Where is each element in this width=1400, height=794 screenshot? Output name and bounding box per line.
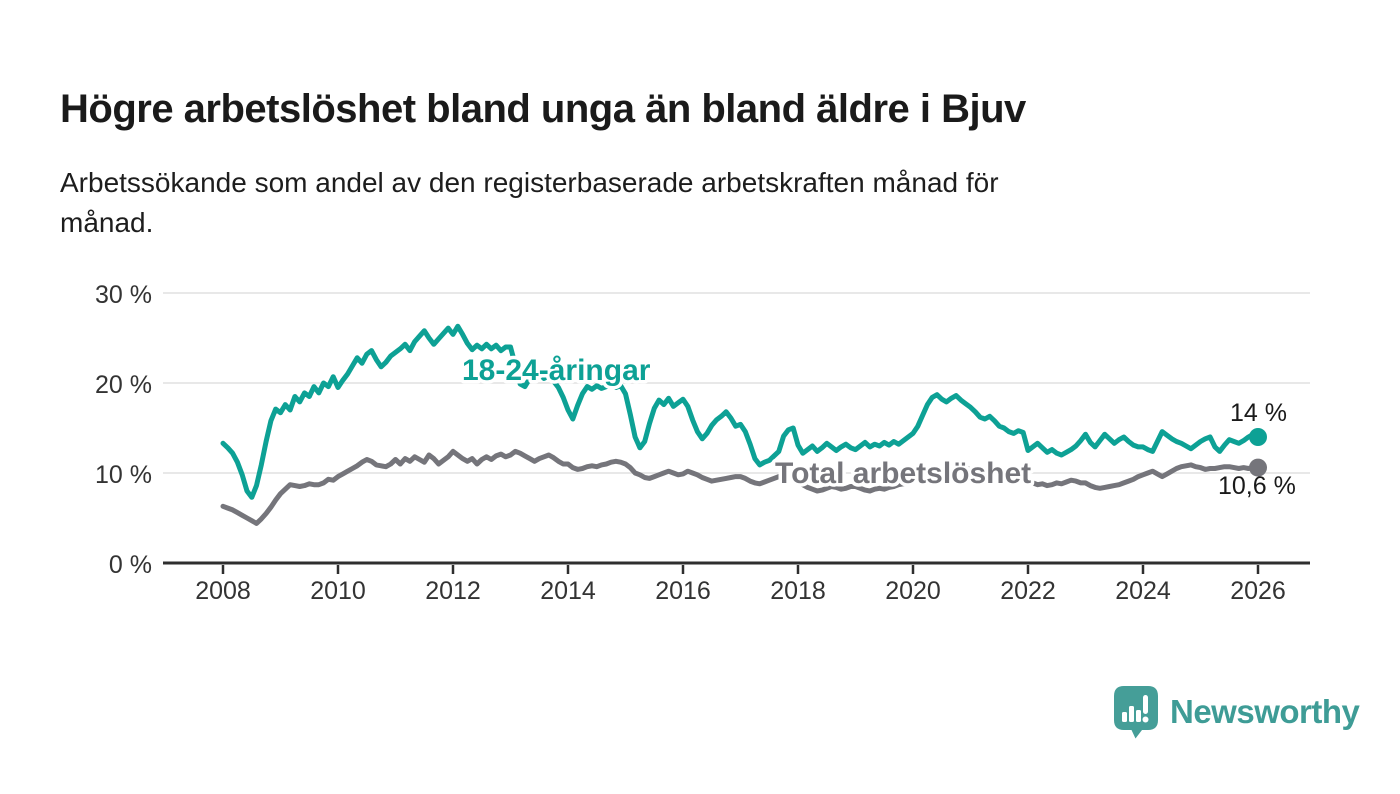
x-tick-label: 2010 (310, 577, 366, 605)
x-tick-label: 2012 (425, 577, 481, 605)
x-tick-label: 2018 (770, 577, 826, 605)
x-tick-label: 2026 (1230, 577, 1286, 605)
exclamation-dot (1142, 716, 1149, 723)
newsworthy-bubble-icon (1114, 686, 1158, 739)
series-line-youth (220, 323, 1261, 500)
exclamation-bar (1143, 695, 1148, 714)
axis-layer: 0 % 10 % 20 % 30 % 2008 2010 2012 2014 2016 2018 2… (95, 281, 1310, 605)
x-tick-label: 2022 (1000, 577, 1056, 605)
subtitle-line-2: månad. (60, 207, 154, 238)
x-tick-label: 2014 (540, 577, 596, 605)
x-tick-label: 2020 (885, 577, 941, 605)
chart-subtitle: Arbetssökande som andel av den registerb… (60, 163, 1300, 243)
newsworthy-logo: Newsworthy (1113, 684, 1360, 740)
series-line-total (220, 448, 1261, 526)
series-end-dot-youth (1249, 428, 1267, 446)
series-layer (220, 323, 1267, 526)
page-title: Högre arbetslöshet bland unga än bland ä… (60, 86, 1026, 131)
end-value-label-total: 10,6 % (1218, 472, 1296, 500)
series-label-total: Total arbetslöshet (775, 457, 1031, 490)
series-end-dot-total (1249, 458, 1267, 477)
bar-tall (1129, 706, 1134, 722)
y-tick-label: 10 % (95, 461, 152, 489)
y-tick-label: 30 % (95, 281, 152, 309)
end-value-label-youth: 14 % (1230, 399, 1287, 427)
series-label-youth: 18-24-åringar (462, 354, 651, 387)
subtitle-line-1: Arbetssökande som andel av den registerb… (60, 167, 999, 198)
bar-short (1122, 712, 1127, 722)
x-tick-label: 2008 (195, 577, 251, 605)
x-tick-label: 2016 (655, 577, 711, 605)
bar-medium (1136, 710, 1141, 722)
y-tick-label: 20 % (95, 371, 152, 399)
y-tick-label: 0 % (109, 551, 152, 579)
gridlines-layer (163, 292, 1310, 474)
newsworthy-logo-text: Newsworthy (1170, 693, 1360, 730)
x-tick-label: 2024 (1115, 577, 1171, 605)
